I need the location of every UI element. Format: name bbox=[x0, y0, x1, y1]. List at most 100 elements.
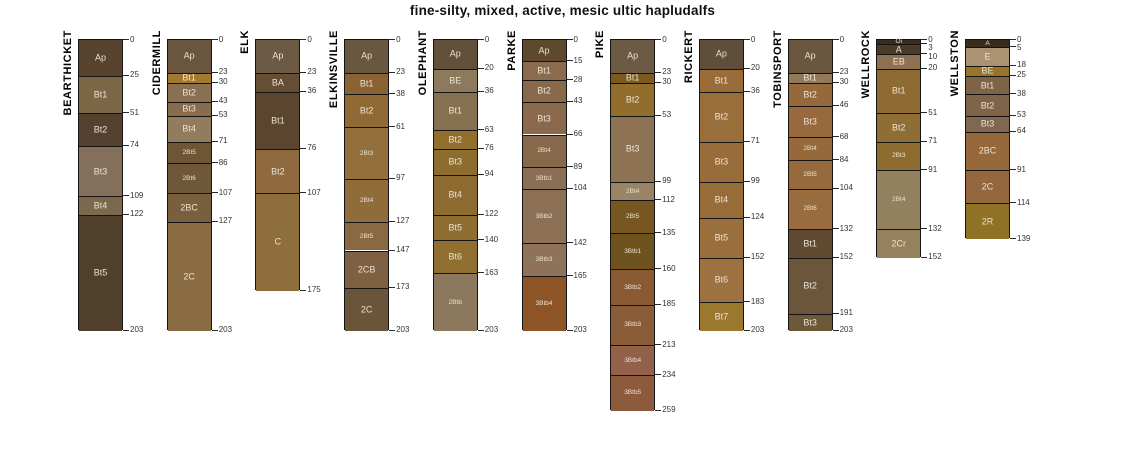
horizon-segment: Bt3 bbox=[611, 115, 655, 182]
horizon-label: Bt1 bbox=[93, 89, 108, 100]
horizon-label: Bt5 bbox=[93, 267, 108, 278]
horizon-segment: Ap bbox=[522, 40, 566, 62]
depth-tick bbox=[832, 71, 839, 73]
depth-label: 0 bbox=[396, 34, 401, 44]
series-name-label: TOBINSPORT bbox=[771, 30, 784, 108]
horizon-segment: 2C bbox=[966, 170, 1009, 204]
depth-tick bbox=[477, 173, 484, 175]
depth-tick bbox=[566, 329, 573, 331]
horizon-segment: 2Bt6 bbox=[167, 163, 211, 194]
depth-label: 132 bbox=[928, 223, 942, 233]
horizon-segment: Bt4 bbox=[433, 174, 477, 215]
horizon-segment: Bt2 bbox=[256, 148, 300, 194]
depth-label: 185 bbox=[662, 299, 676, 309]
horizon-segment: Bt1 bbox=[877, 68, 921, 114]
depth-tick bbox=[743, 301, 750, 303]
depth-label: 66 bbox=[573, 129, 583, 138]
horizon-segment: A bbox=[877, 44, 921, 55]
horizon-label: BA bbox=[271, 77, 284, 88]
horizon-segment: Bt1 bbox=[699, 68, 743, 92]
depth-label: 203 bbox=[130, 325, 144, 335]
depth-label: 140 bbox=[484, 234, 499, 244]
depth-label: 165 bbox=[573, 270, 587, 280]
horizon-segment: C bbox=[256, 193, 300, 291]
horizon-label: Bt4 bbox=[182, 123, 196, 134]
depth-label: 213 bbox=[662, 339, 676, 349]
profile-column: Ap Bt1 Bt2 Bt3 Bt4 Bt5 bbox=[78, 39, 123, 331]
depth-label: 23 bbox=[662, 67, 672, 77]
horizon-segment: Bt6 bbox=[699, 257, 743, 303]
profile-column: A E BE Bt1 Bt2 Bt3 2BC 2C 2R bbox=[965, 39, 1010, 240]
depth-tick bbox=[566, 133, 573, 135]
depth-label: 160 bbox=[662, 263, 676, 273]
depth-label: 0 bbox=[928, 34, 933, 44]
depth-tick bbox=[743, 180, 750, 182]
horizon-segment: Bt2 bbox=[966, 94, 1009, 116]
depth-tick bbox=[211, 220, 218, 222]
horizon-label: 2Cr bbox=[891, 238, 907, 249]
depth-label: 173 bbox=[396, 282, 410, 292]
horizon-label: Ap bbox=[272, 50, 284, 61]
depth-tick bbox=[477, 272, 484, 274]
horizon-segment: 2C bbox=[345, 287, 389, 331]
depth-label: 53 bbox=[218, 110, 228, 120]
depth-label: 23 bbox=[307, 67, 317, 77]
horizon-label: Bt2 bbox=[93, 124, 108, 135]
depth-tick bbox=[655, 374, 662, 376]
horizon-segment: BE bbox=[966, 65, 1009, 76]
horizon-label: Bt3 bbox=[714, 156, 729, 167]
depth-tick bbox=[832, 39, 839, 40]
series-name-label: RICKERT bbox=[682, 30, 695, 84]
depth-label: 127 bbox=[396, 216, 410, 226]
horizon-segment: Ap bbox=[79, 40, 122, 76]
horizon-segment: Ap bbox=[433, 40, 477, 69]
horizon-segment: 3Btb4 bbox=[611, 345, 655, 376]
depth-tick bbox=[123, 74, 129, 76]
horizon-segment: 2Bt5 bbox=[611, 200, 655, 234]
horizon-label: 2R bbox=[981, 216, 994, 227]
depth-label: 43 bbox=[573, 96, 583, 106]
horizon-label: Bt2 bbox=[803, 280, 817, 291]
horizon-label: Bt1 bbox=[980, 80, 995, 91]
depth-tick bbox=[655, 81, 662, 83]
depth-label: 114 bbox=[1017, 197, 1030, 207]
series-name-label: ELK bbox=[239, 30, 252, 54]
horizon-segment: 2C bbox=[167, 221, 211, 331]
depth-tick bbox=[566, 166, 573, 168]
horizon-segment: Bt1 bbox=[167, 72, 211, 83]
depth-tick bbox=[743, 67, 750, 69]
depth-label: 122 bbox=[130, 209, 144, 219]
horizon-label: C bbox=[274, 236, 282, 247]
depth-tick bbox=[389, 126, 396, 128]
depth-tick bbox=[566, 100, 573, 102]
horizon-segment: Bt1 bbox=[966, 75, 1009, 95]
horizon-segment: Bt1 bbox=[611, 72, 655, 83]
depth-tick bbox=[655, 39, 662, 40]
horizon-segment: 2Bt4 bbox=[788, 137, 832, 161]
horizon-segment: Bt3 bbox=[966, 115, 1009, 132]
horizon-label: 2C bbox=[183, 271, 195, 282]
depth-tick bbox=[211, 39, 218, 40]
depth-label: 30 bbox=[218, 77, 228, 87]
depth-label: 99 bbox=[750, 176, 760, 186]
horizon-segment: Bt2 bbox=[79, 113, 122, 146]
depth-tick bbox=[566, 275, 573, 277]
horizon-segment: Ap bbox=[345, 40, 389, 73]
depth-label: 63 bbox=[484, 124, 494, 134]
horizon-segment: BE bbox=[433, 68, 477, 92]
depth-tick bbox=[655, 114, 662, 116]
depth-label: 0 bbox=[573, 34, 578, 44]
depth-label: 51 bbox=[130, 107, 139, 117]
horizon-segment: 3Btb3 bbox=[522, 243, 566, 277]
horizon-segment: A bbox=[966, 40, 1009, 48]
horizon-label: 2Bt5 bbox=[803, 170, 817, 178]
depth-label: 74 bbox=[130, 140, 139, 150]
depth-label: 61 bbox=[396, 121, 405, 131]
horizon-segment: Ap bbox=[788, 40, 832, 73]
horizon-segment: Bt2 bbox=[877, 113, 921, 142]
depth-label: 38 bbox=[1017, 88, 1026, 98]
depth-label: 23 bbox=[218, 67, 228, 77]
depth-label: 18 bbox=[1017, 60, 1026, 70]
depth-tick bbox=[389, 39, 396, 40]
